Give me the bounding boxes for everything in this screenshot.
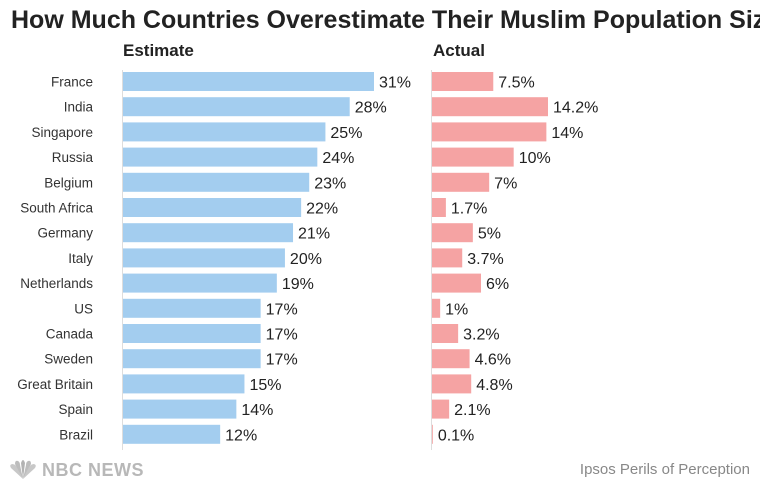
actual-value-label: 4.6% <box>475 352 511 369</box>
actual-bar <box>432 122 547 142</box>
estimate-bar <box>123 122 326 142</box>
actual-bar <box>432 298 441 318</box>
actual-panel-title: Actual <box>433 41 485 60</box>
category-label: Belgium <box>44 175 93 190</box>
actual-value-label: 7% <box>494 175 517 192</box>
category-label: Russia <box>52 150 94 165</box>
estimate-value-label: 21% <box>298 226 330 243</box>
category-label: India <box>64 100 94 115</box>
actual-bar <box>432 97 548 117</box>
estimate-value-label: 14% <box>241 402 273 419</box>
actual-bar <box>432 324 459 343</box>
estimate-bar <box>123 424 221 444</box>
estimate-value-label: 17% <box>266 301 298 318</box>
estimate-bar <box>123 223 294 243</box>
category-label: Netherlands <box>20 276 93 291</box>
actual-value-label: 14.2% <box>553 100 598 117</box>
actual-value-label: 1% <box>445 301 468 318</box>
actual-value-label: 0.1% <box>438 427 474 444</box>
estimate-value-label: 15% <box>249 377 281 394</box>
actual-value-label: 2.1% <box>454 402 490 419</box>
actual-bar <box>432 349 470 369</box>
estimate-value-label: 28% <box>355 100 387 117</box>
actual-value-label: 1.7% <box>451 201 487 218</box>
actual-value-label: 4.8% <box>476 377 512 394</box>
estimate-value-label: 24% <box>322 150 354 167</box>
actual-value-label: 7.5% <box>498 75 534 92</box>
actual-value-label: 10% <box>519 150 551 167</box>
estimate-bar <box>123 324 261 343</box>
estimate-value-label: 31% <box>379 75 411 92</box>
category-label: Germany <box>37 226 93 241</box>
estimate-value-label: 22% <box>306 201 338 218</box>
actual-bar <box>432 147 514 167</box>
actual-bar <box>432 399 450 419</box>
category-label: South Africa <box>20 201 93 216</box>
estimate-value-label: 19% <box>282 276 314 293</box>
estimate-bar <box>123 97 350 117</box>
actual-value-label: 5% <box>478 226 501 243</box>
category-label: Brazil <box>59 427 93 442</box>
estimate-bar <box>123 72 374 91</box>
estimate-value-label: 23% <box>314 175 346 192</box>
estimate-bar <box>123 399 237 419</box>
estimate-value-label: 20% <box>290 251 322 268</box>
estimate-bar <box>123 147 318 167</box>
category-label: Italy <box>68 251 93 266</box>
category-label: Sweden <box>44 352 93 367</box>
actual-bar <box>432 198 446 217</box>
estimate-value-label: 17% <box>266 352 298 369</box>
actual-bar <box>432 424 433 444</box>
estimate-bar <box>123 172 310 192</box>
estimate-bar <box>123 349 261 369</box>
actual-bar <box>432 273 482 293</box>
actual-value-label: 14% <box>551 125 583 142</box>
actual-value-label: 3.7% <box>467 251 503 268</box>
estimate-bar <box>123 248 285 268</box>
actual-bar <box>432 72 494 91</box>
peacock-icon <box>10 460 36 479</box>
chart-title: How Much Countries Overestimate Their Mu… <box>11 6 760 34</box>
category-label: Spain <box>58 402 93 417</box>
actual-bar <box>432 223 473 243</box>
actual-bar <box>432 248 463 268</box>
estimate-bar <box>123 273 277 293</box>
actual-bar <box>432 172 490 192</box>
actual-value-label: 3.2% <box>463 327 499 344</box>
estimate-bar <box>123 198 302 217</box>
estimate-bar <box>123 298 261 318</box>
category-label: Great Britain <box>17 377 93 392</box>
category-label: France <box>51 75 93 90</box>
actual-value-label: 6% <box>486 276 509 293</box>
source-credit: Ipsos Perils of Perception <box>579 461 750 478</box>
estimate-value-label: 12% <box>225 427 257 444</box>
brand-name: NBC NEWS <box>42 459 144 480</box>
actual-bar <box>432 374 472 394</box>
nbc-news-logo: NBC NEWS <box>8 459 144 481</box>
category-label: Singapore <box>31 125 93 140</box>
estimate-value-label: 17% <box>266 327 298 344</box>
estimate-value-label: 25% <box>330 125 362 142</box>
category-label: US <box>74 301 93 316</box>
estimate-bar <box>123 374 245 394</box>
estimate-panel-title: Estimate <box>123 41 194 60</box>
category-label: Canada <box>46 327 94 342</box>
